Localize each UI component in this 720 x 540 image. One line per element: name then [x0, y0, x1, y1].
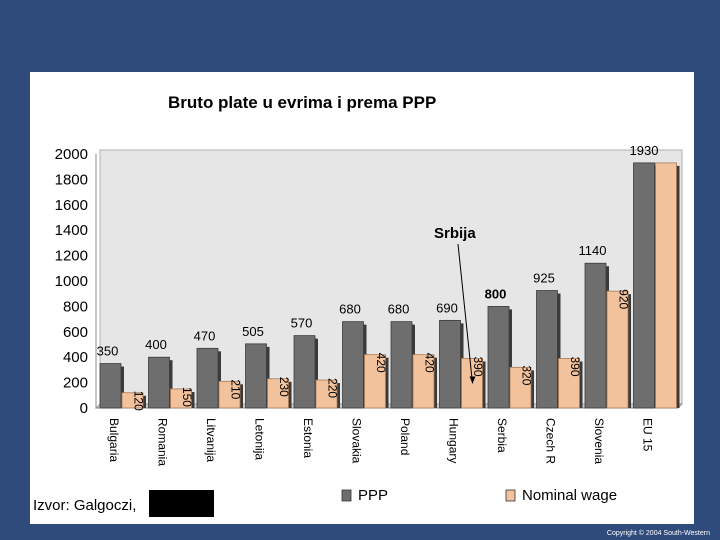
data-label-ppp: 680 — [339, 302, 361, 317]
data-label-nominal: 320 — [520, 365, 534, 385]
y-tick-label: 1600 — [55, 197, 88, 214]
bar-ppp — [487, 305, 510, 409]
bar-ppp — [99, 363, 122, 409]
data-label-nominal: 120 — [132, 391, 146, 411]
x-tick-label: Litvanija — [204, 418, 218, 462]
x-tick-label: Slovenia — [592, 418, 606, 464]
x-tick-label: Letonija — [253, 418, 267, 460]
x-tick-label: Poland — [398, 418, 412, 455]
x-tick-label: Bulgaria — [107, 418, 121, 462]
bar-ppp — [536, 290, 558, 409]
y-tick-label: 400 — [63, 349, 88, 366]
bar-ppp — [342, 321, 364, 409]
y-tick-label: 600 — [63, 324, 88, 341]
data-label-ppp: 925 — [533, 271, 555, 286]
source-text: Izvor: Galgoczi, — [33, 497, 137, 514]
bar-nominal-wage — [509, 366, 532, 409]
data-label-nominal: 220 — [326, 378, 340, 398]
copyright-text: Copyright © 2004 South-Western — [606, 530, 710, 537]
data-label-nominal: 390 — [471, 356, 485, 376]
data-label-nominal: 920 — [617, 289, 631, 309]
data-label-nominal: 230 — [277, 377, 291, 397]
bar-nominal-wage — [170, 388, 192, 409]
y-tick-label: 0 — [80, 400, 88, 417]
y-tick-label: 2000 — [55, 146, 88, 163]
bar-nominal-wage — [364, 354, 386, 409]
y-tick-label: 1400 — [55, 222, 88, 239]
bar-nominal-wage — [412, 354, 435, 409]
bar-nominal-wage — [315, 379, 338, 409]
x-tick-label: EU 15 — [641, 418, 655, 452]
data-label-ppp: 505 — [242, 324, 264, 339]
data-label-ppp: 350 — [97, 344, 119, 359]
data-label-ppp: 400 — [145, 337, 167, 352]
y-tick-label: 200 — [63, 375, 88, 392]
bar-ppp — [633, 162, 655, 409]
y-tick-label: 800 — [63, 298, 88, 315]
legend-label-nominal: Nominal wage — [522, 487, 617, 504]
annotation-arrow-head — [469, 376, 476, 384]
bar-ppp — [584, 262, 607, 409]
data-label-ppp: 470 — [194, 328, 216, 343]
bar-ppp — [245, 343, 267, 409]
legend-label-ppp: PPP — [358, 487, 388, 504]
bar-chart: Bruto plate u evrima i prema PPP 0 200 400… — [55, 93, 684, 504]
data-label-nominal: 150 — [180, 387, 194, 407]
data-label-nominal: 420 — [374, 353, 388, 373]
redaction-box — [149, 490, 214, 517]
bar-ppp — [390, 321, 413, 409]
annotation-arrow-line — [457, 243, 473, 384]
x-tick-label: Hungary — [447, 418, 461, 463]
x-tick-label: Serbia — [495, 418, 509, 453]
chart-title: Bruto plate u evrima i prema PPP — [168, 93, 436, 112]
data-label-ppp: 680 — [388, 302, 410, 317]
annotation-srbija: Srbija — [434, 225, 476, 242]
data-label-nominal: 390 — [568, 356, 582, 376]
bar-nominal-wage — [121, 392, 144, 409]
data-label-ppp: 570 — [291, 316, 313, 331]
bar-nominal-wage — [606, 290, 629, 409]
y-tick-label: 1000 — [55, 273, 88, 290]
data-label-ppp: 800 — [485, 286, 507, 301]
data-label-nominal: 210 — [229, 379, 243, 399]
x-tick-label: Estonia — [301, 418, 315, 458]
bar-nominal-wage — [558, 358, 580, 409]
bar-nominal-wage — [218, 380, 241, 409]
bar-ppp — [148, 356, 170, 409]
slide-panel: Bruto plate u evrima i prema PPP 0 200 400… — [30, 72, 694, 524]
x-tick-label: Slovakia — [350, 418, 364, 464]
data-label-ppp: 1140 — [579, 243, 607, 258]
bar-ppp — [196, 347, 219, 409]
data-label-ppp: 690 — [436, 300, 458, 315]
data-label-ppp: 1930 — [630, 143, 659, 158]
x-tick-label: Czech R — [544, 418, 558, 464]
y-tick-label: 1200 — [55, 248, 88, 265]
bar-nominal-wage — [655, 162, 677, 409]
bar-ppp — [439, 319, 461, 409]
legend-swatch-nominal — [505, 489, 516, 502]
bar-ppp — [293, 335, 316, 409]
data-label-nominal: 420 — [423, 353, 437, 373]
bar-nominal-wage — [267, 378, 289, 409]
legend-swatch-ppp — [341, 489, 352, 502]
x-tick-label: Romania — [156, 418, 170, 466]
y-tick-label: 1800 — [55, 171, 88, 188]
